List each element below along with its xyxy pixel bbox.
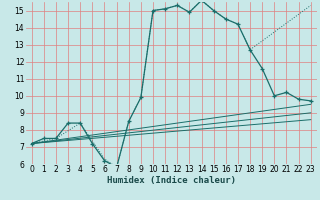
X-axis label: Humidex (Indice chaleur): Humidex (Indice chaleur): [107, 176, 236, 185]
